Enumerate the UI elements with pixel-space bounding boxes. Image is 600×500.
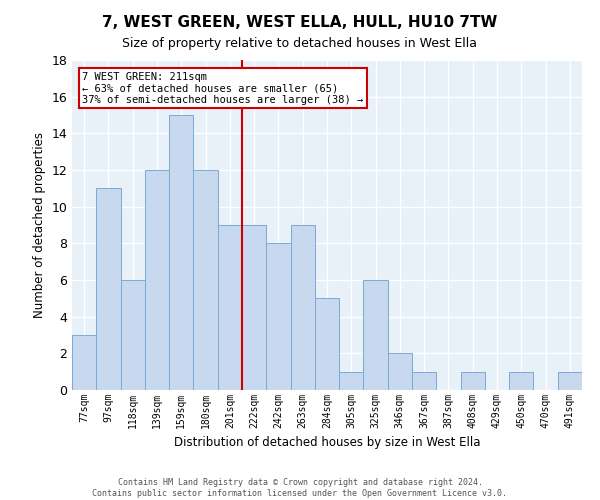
Text: Contains HM Land Registry data © Crown copyright and database right 2024.
Contai: Contains HM Land Registry data © Crown c… bbox=[92, 478, 508, 498]
Bar bbox=[509, 372, 533, 390]
Bar bbox=[72, 335, 96, 390]
Bar bbox=[96, 188, 121, 390]
Bar bbox=[315, 298, 339, 390]
Text: 7 WEST GREEN: 211sqm
← 63% of detached houses are smaller (65)
37% of semi-detac: 7 WEST GREEN: 211sqm ← 63% of detached h… bbox=[82, 72, 364, 105]
Text: 7, WEST GREEN, WEST ELLA, HULL, HU10 7TW: 7, WEST GREEN, WEST ELLA, HULL, HU10 7TW bbox=[103, 15, 497, 30]
Bar bbox=[388, 354, 412, 390]
Bar bbox=[412, 372, 436, 390]
Bar bbox=[339, 372, 364, 390]
Bar bbox=[266, 244, 290, 390]
Bar bbox=[290, 225, 315, 390]
Bar bbox=[145, 170, 169, 390]
Y-axis label: Number of detached properties: Number of detached properties bbox=[33, 132, 46, 318]
X-axis label: Distribution of detached houses by size in West Ella: Distribution of detached houses by size … bbox=[174, 436, 480, 450]
Bar bbox=[242, 225, 266, 390]
Bar bbox=[364, 280, 388, 390]
Bar bbox=[558, 372, 582, 390]
Bar bbox=[218, 225, 242, 390]
Text: Size of property relative to detached houses in West Ella: Size of property relative to detached ho… bbox=[122, 38, 478, 51]
Bar bbox=[169, 115, 193, 390]
Bar bbox=[193, 170, 218, 390]
Bar bbox=[461, 372, 485, 390]
Bar bbox=[121, 280, 145, 390]
